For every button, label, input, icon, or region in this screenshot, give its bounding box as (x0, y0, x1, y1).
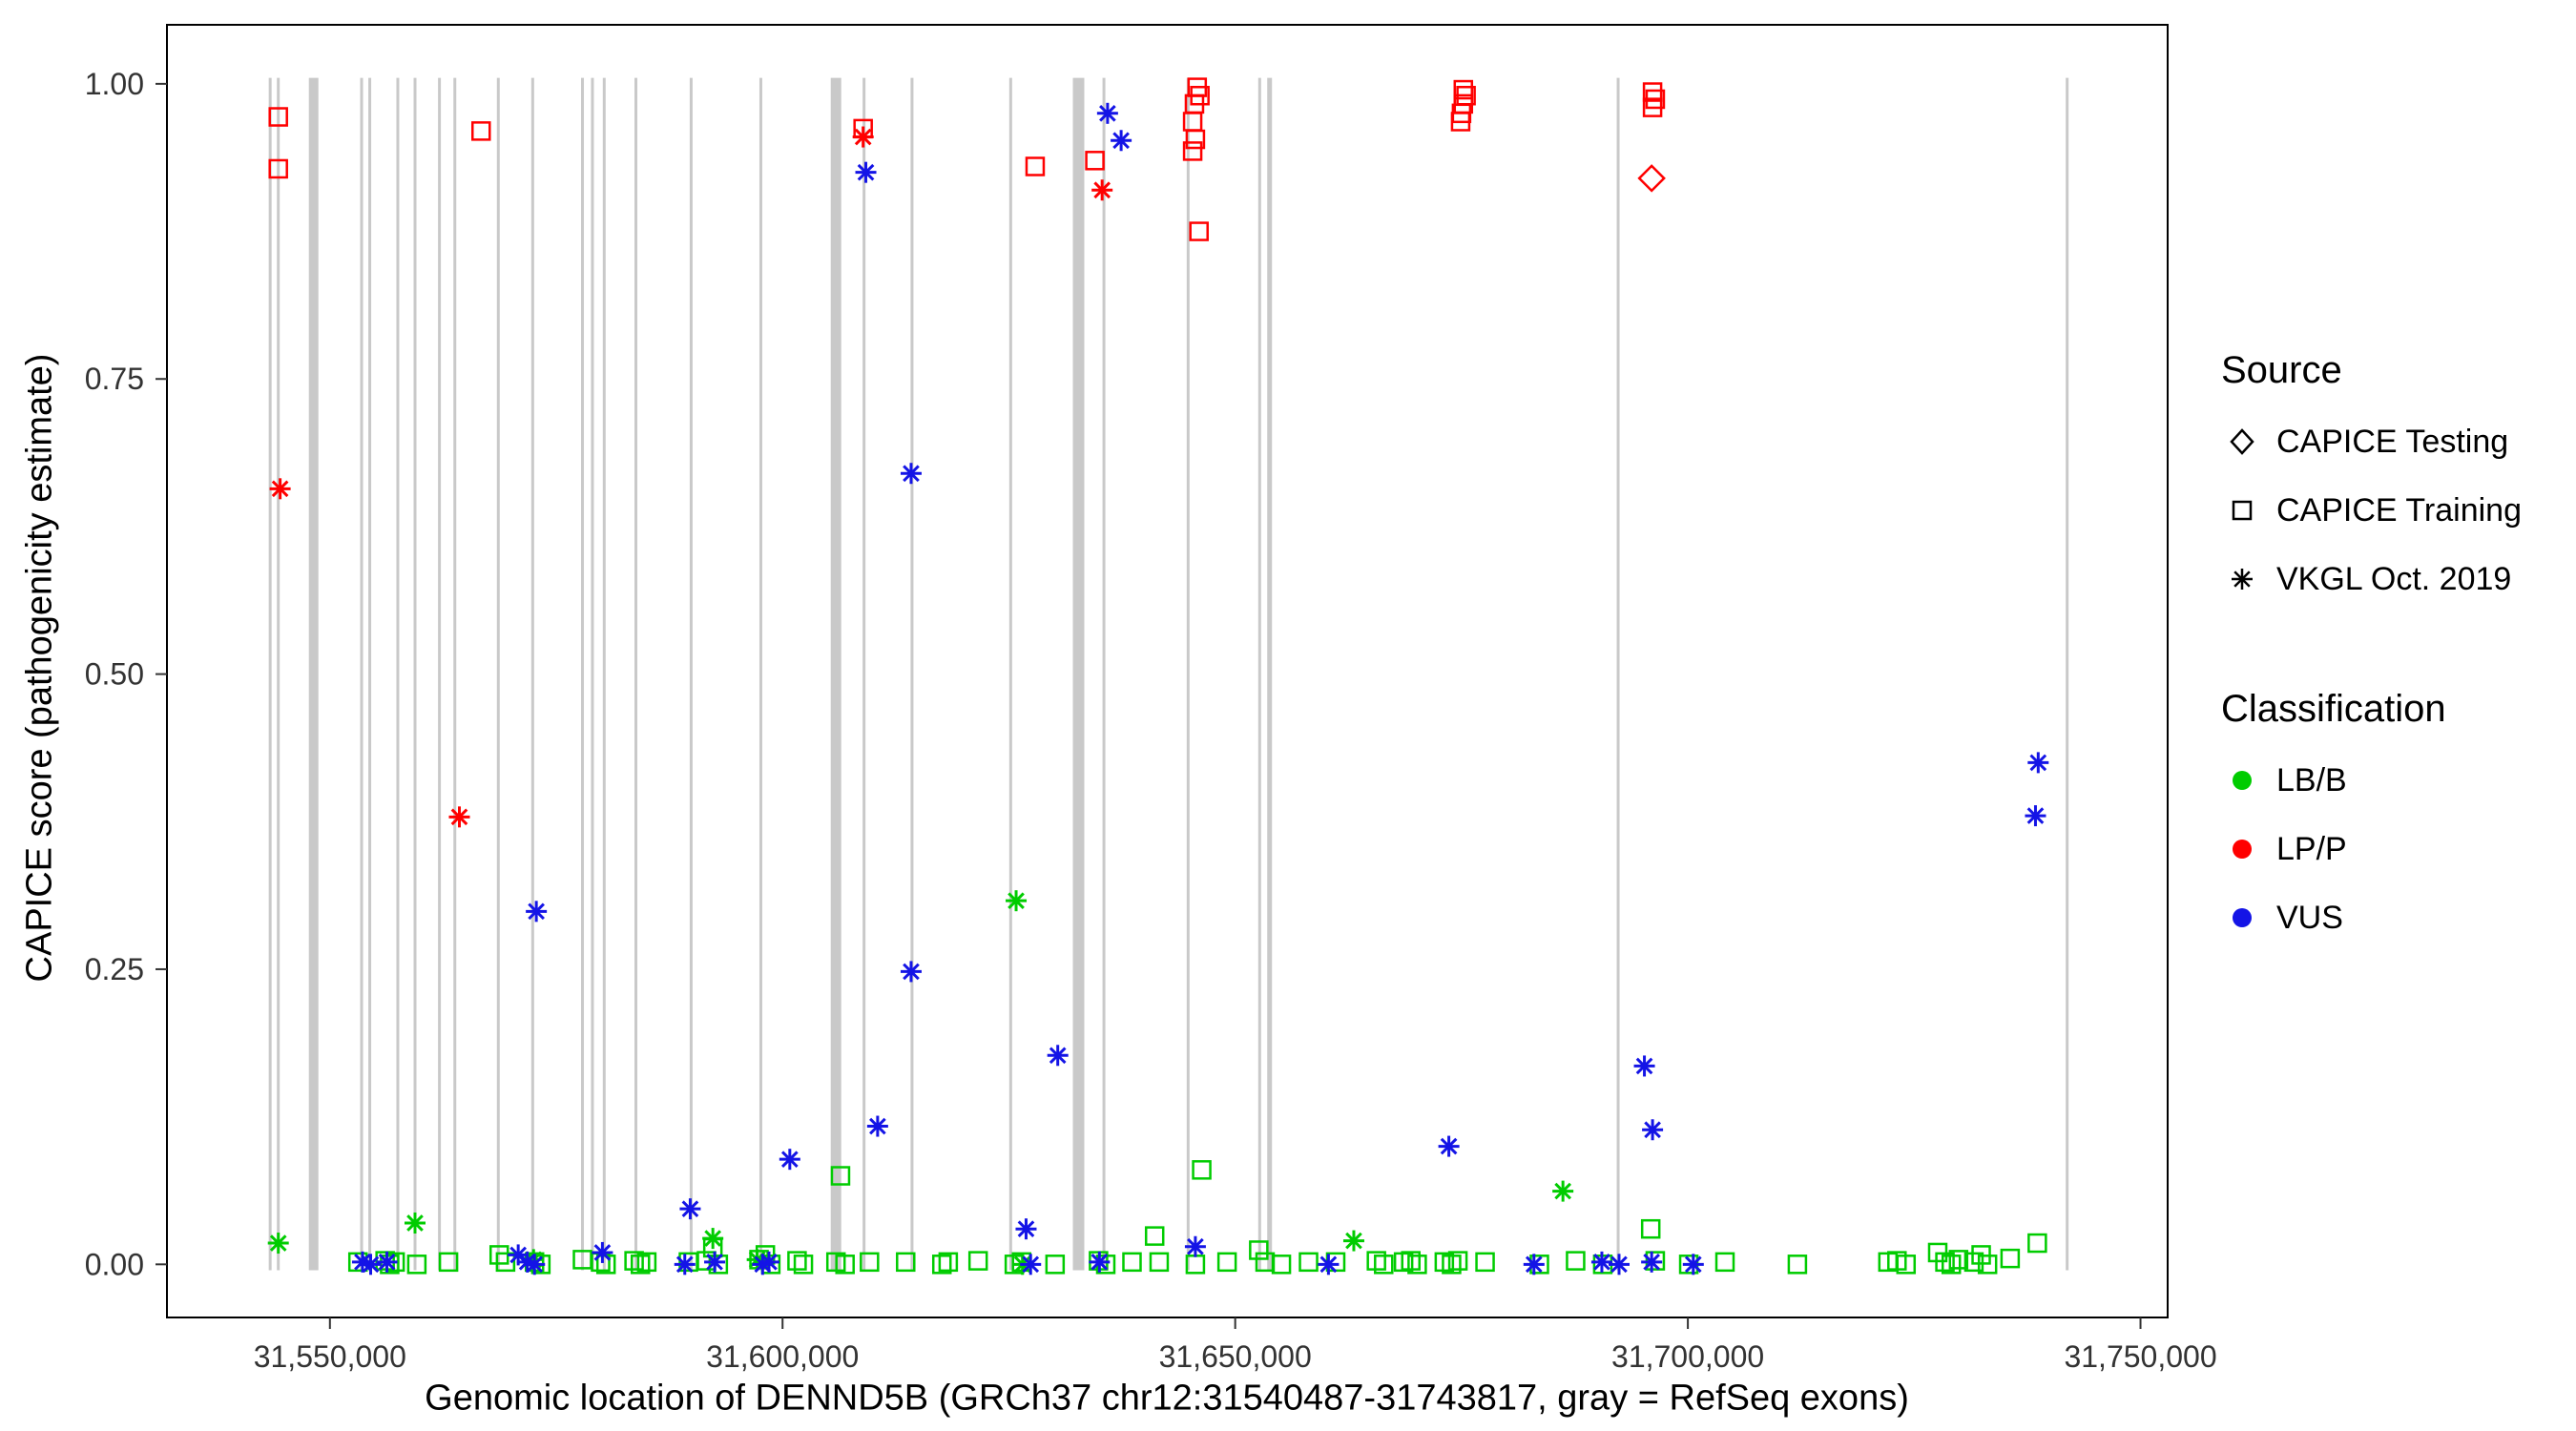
axes: 31,550,000 31,600,000 31,650,000 31,700,000… (85, 67, 2217, 1374)
x-tick-label: 31,550,000 (254, 1339, 406, 1374)
legend-item-label: CAPICE Testing (2276, 423, 2509, 460)
asterisk-icon (2221, 558, 2263, 600)
legend: Source CAPICE Testing CAPICE Training (2221, 349, 2522, 965)
legend-source-section: Source CAPICE Testing CAPICE Training (2221, 349, 2522, 600)
y-tick-label: 0.25 (85, 952, 144, 986)
x-tick-label: 31,750,000 (2064, 1339, 2216, 1374)
legend-item-label: VKGL Oct. 2019 (2276, 560, 2512, 597)
x-tick-label: 31,650,000 (1159, 1339, 1312, 1374)
legend-item-lbb: LB/B (2221, 759, 2522, 801)
legend-item-label: LB/B (2276, 761, 2347, 798)
legend-item-label: LP/P (2276, 830, 2347, 867)
series-lp-p-capice-training (268, 77, 1666, 241)
legend-item-lpp: LP/P (2221, 828, 2522, 870)
y-tick-label: 0.75 (85, 362, 144, 396)
legend-item-vus: VUS (2221, 897, 2522, 939)
legend-classification-title: Classification (2221, 688, 2446, 730)
y-tick-label: 0.00 (85, 1247, 144, 1281)
legend-item-capice-training: CAPICE Training (2221, 489, 2522, 531)
legend-classification-section: Classification LB/B LP/P VUS (2221, 688, 2522, 939)
red-dot-icon (2221, 828, 2263, 870)
y-axis-title: CAPICE score (pathogenicity estimate) (19, 353, 60, 983)
legend-item-label: VUS (2276, 899, 2343, 936)
series-vus-vkgl-oct-2019 (351, 102, 2049, 1275)
legend-item-label: CAPICE Training (2276, 491, 2522, 529)
y-tick-label: 0.50 (85, 657, 144, 692)
square-icon (2221, 489, 2263, 531)
blue-dot-icon (2221, 897, 2263, 939)
green-dot-icon (2221, 759, 2263, 801)
y-tick-label: 1.00 (85, 67, 144, 101)
series-lp-p-vkgl-oct-2019 (269, 126, 1113, 828)
legend-source-title: Source (2221, 349, 2342, 391)
exon-lines (268, 77, 2069, 1271)
x-tick-label: 31,600,000 (706, 1339, 859, 1374)
x-tick-label: 31,700,000 (1611, 1339, 1764, 1374)
legend-item-capice-testing: CAPICE Testing (2221, 421, 2522, 463)
diamond-icon (2221, 421, 2263, 463)
series-lp-p-capice-testing (1637, 164, 1666, 193)
x-axis-title: Genomic location of DENND5B (GRCh37 chr1… (425, 1378, 1909, 1419)
plot-panel (166, 24, 2169, 1318)
legend-item-vkgl: VKGL Oct. 2019 (2221, 558, 2522, 600)
